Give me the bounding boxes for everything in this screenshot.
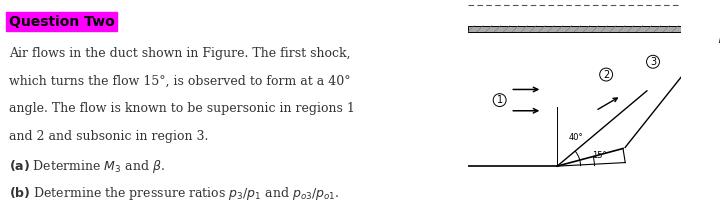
Text: $\mathbf{(a)}$ Determine $M_3$ and $\beta$.: $\mathbf{(a)}$ Determine $M_3$ and $\bet… (9, 158, 164, 175)
Text: Air flows in the duct shown in Figure. The first shock,: Air flows in the duct shown in Figure. T… (9, 47, 350, 60)
Text: 15°: 15° (593, 151, 607, 160)
Text: and 2 and subsonic in region 3.: and 2 and subsonic in region 3. (9, 130, 208, 143)
Text: 40°: 40° (569, 133, 583, 142)
Text: which turns the flow 15°, is observed to form at a 40°: which turns the flow 15°, is observed to… (9, 75, 350, 88)
Text: $\mathbf{(b)}$ Determine the pressure ratios $p_3/p_1$ and $p_{o3}/p_{o1}$.: $\mathbf{(b)}$ Determine the pressure ra… (9, 185, 339, 202)
Text: 3: 3 (650, 57, 656, 67)
Text: Question Two: Question Two (9, 15, 114, 29)
Text: angle. The flow is known to be supersonic in regions 1: angle. The flow is known to be supersoni… (9, 102, 354, 115)
Text: $\beta$: $\beta$ (719, 31, 720, 45)
Text: 2: 2 (603, 70, 609, 79)
Text: 1: 1 (497, 95, 503, 105)
Polygon shape (468, 26, 680, 32)
